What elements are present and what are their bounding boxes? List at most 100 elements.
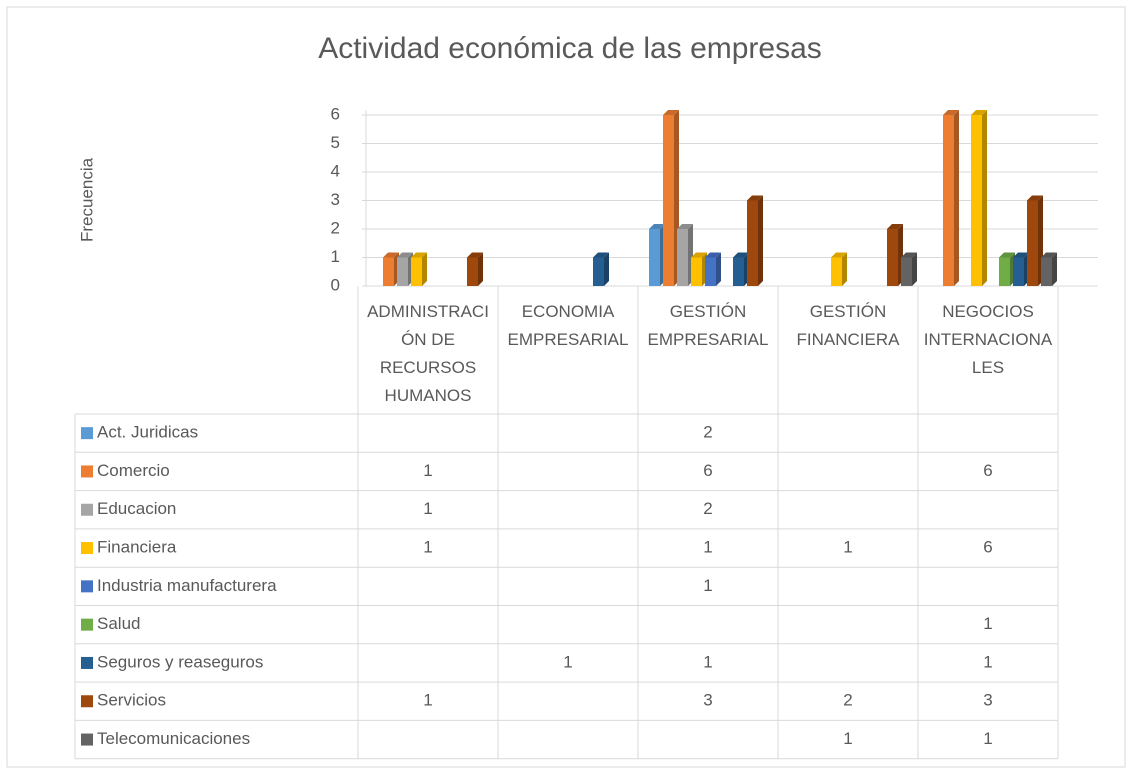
bar-top [901, 252, 917, 258]
legend-label: Comercio [97, 461, 170, 480]
bar-top [467, 252, 483, 258]
bar-top [593, 252, 609, 258]
bar [901, 252, 917, 286]
bar-front [691, 257, 702, 286]
table-value: 1 [703, 538, 712, 557]
bar [887, 224, 903, 286]
bar-front [1027, 200, 1038, 286]
x-tick-label: ADMINISTRACIÓN DE RECURSOS HUMANOS [367, 302, 489, 405]
bar-front [1013, 257, 1024, 286]
x-tick-label: GESTIÓN FINANCIERA [796, 302, 900, 349]
legend-label: Telecomunicaciones [97, 729, 250, 748]
table-value: 1 [563, 652, 572, 671]
table-value: 2 [703, 499, 712, 518]
table-value: 2 [843, 691, 852, 710]
bar-front [677, 229, 688, 286]
bar-top [831, 252, 847, 258]
table-value: 1 [423, 499, 432, 518]
x-tick-label: ECONOMIA EMPRESARIAL [507, 302, 629, 349]
bar [1027, 195, 1043, 286]
x-tick-label: NEGOCIOS INTERNACIONALES [923, 302, 1053, 377]
y-tick-label: 6 [331, 104, 340, 123]
bar [593, 252, 609, 286]
bar [1013, 252, 1029, 286]
bar-front [705, 257, 716, 286]
y-tick-label: 0 [331, 275, 340, 294]
bar-front [663, 115, 674, 286]
y-tick-label: 2 [331, 218, 340, 237]
y-axis-label: Frecuencia [77, 157, 96, 242]
bar-top [691, 252, 707, 258]
bar-top [397, 252, 413, 258]
bar-top [747, 195, 763, 201]
legend-label: Educacion [97, 499, 176, 518]
bar-front [971, 115, 982, 286]
bar-side [604, 252, 609, 286]
bar-side [912, 252, 917, 286]
bar-front [411, 257, 422, 286]
table-value: 1 [423, 691, 432, 710]
bar [691, 252, 707, 286]
bar-top [733, 252, 749, 258]
legend-label: Salud [97, 614, 140, 633]
bar-side [422, 252, 427, 286]
bar [467, 252, 483, 286]
y-tick-label: 5 [331, 133, 340, 152]
bar-front [397, 257, 408, 286]
bar-top [663, 110, 679, 115]
x-tick-label: GESTIÓN EMPRESARIAL [647, 302, 769, 349]
y-tick-label: 4 [331, 161, 340, 180]
bar-top [1027, 195, 1043, 201]
bar [733, 252, 749, 286]
bar-front [467, 257, 478, 286]
legend-label: Financiera [97, 538, 177, 557]
bar-front [649, 229, 660, 286]
table-value: 1 [703, 652, 712, 671]
bar-top [677, 224, 693, 229]
bar [411, 252, 427, 286]
bar-side [478, 252, 483, 286]
bar-top [705, 252, 721, 258]
legend-key [81, 733, 93, 746]
bar-side [1052, 252, 1057, 286]
bar-front [943, 115, 954, 286]
bar-side [842, 252, 847, 286]
legend-key [81, 542, 93, 555]
table-value: 6 [983, 538, 992, 557]
bar-front [901, 257, 912, 286]
bar-top [649, 224, 665, 229]
table-value: 6 [703, 461, 712, 480]
table-value: 1 [983, 729, 992, 748]
chart-title: Actividad económica de las empresas [318, 32, 822, 65]
table-value: 1 [843, 538, 852, 557]
table-value: 1 [843, 729, 852, 748]
bar-side [758, 195, 763, 286]
bar-top [1041, 252, 1057, 258]
y-tick-label: 1 [331, 247, 340, 266]
legend-label: Industria manufacturera [97, 576, 277, 595]
bar-top [971, 110, 987, 115]
bar-top [999, 252, 1015, 258]
bar-side [982, 110, 987, 286]
legend-label: Act. Juridicas [97, 423, 198, 442]
legend-key [81, 427, 93, 440]
bar-top [887, 224, 903, 229]
bar [1041, 252, 1057, 286]
bar [747, 195, 763, 286]
bar-front [831, 257, 842, 286]
table-value: 1 [423, 461, 432, 480]
bar-side [716, 252, 721, 286]
bar [663, 110, 679, 286]
bar-front [593, 257, 604, 286]
legend-key [81, 618, 93, 631]
bar-front [999, 257, 1010, 286]
bar [831, 252, 847, 286]
bar [383, 252, 399, 286]
table-value: 6 [983, 461, 992, 480]
bar-front [733, 257, 744, 286]
legend-key [81, 656, 93, 669]
bar-side [954, 110, 959, 286]
bar-top [383, 252, 399, 258]
